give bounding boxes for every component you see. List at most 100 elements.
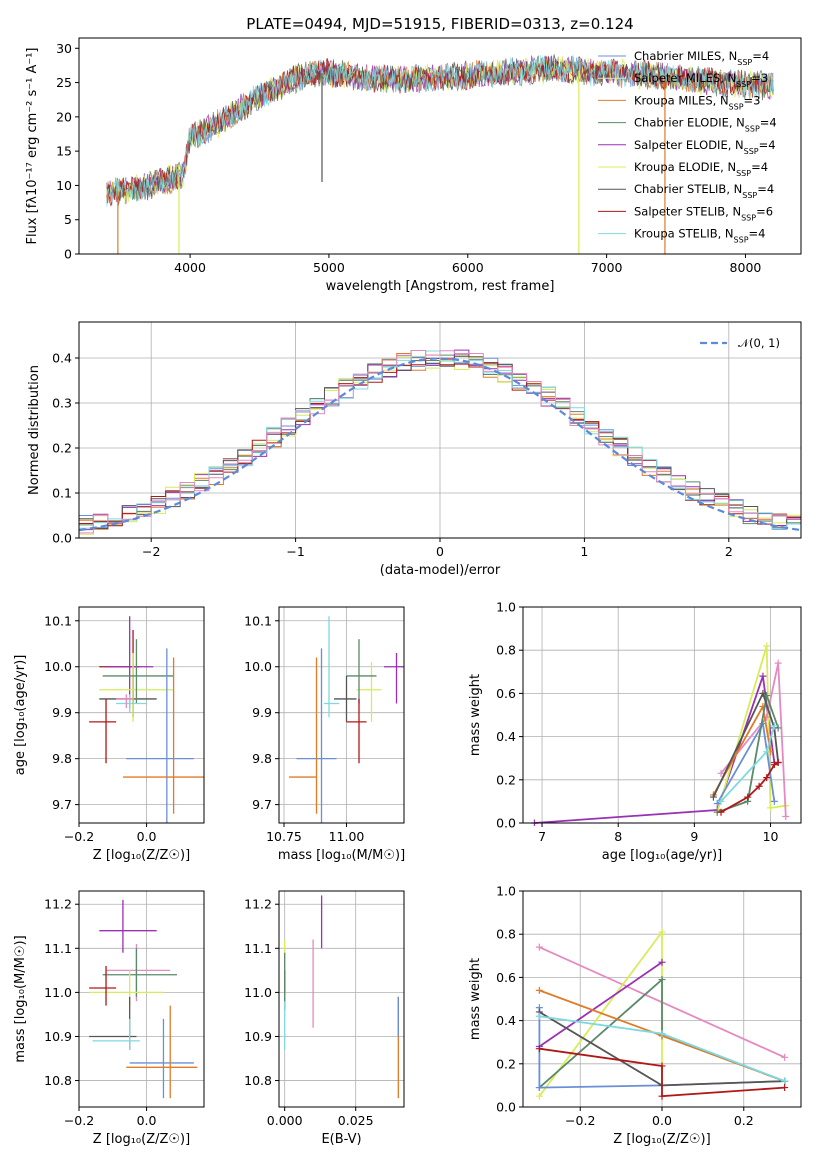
y-tick-label: 11.1 (244, 941, 272, 956)
y-tick-label: 0.8 (496, 927, 516, 942)
x-tick-label: 9 (690, 829, 698, 844)
x-tick-label: 10 (763, 829, 779, 844)
y-tick-label: 10.0 (44, 659, 72, 674)
y-tick-label: 9.9 (252, 705, 272, 720)
weight-marker (717, 769, 725, 777)
y-axis-label: age [log₁₀(age/yr)] (13, 655, 28, 776)
weight-marker (535, 1012, 543, 1020)
weight-marker (658, 1062, 666, 1070)
x-tick-label: 8 (614, 829, 622, 844)
weight-line (712, 690, 780, 798)
weight-marker (763, 642, 771, 650)
y-tick-label: 0.1 (52, 486, 72, 501)
y-tick-label: 30 (56, 41, 72, 56)
weight-line (720, 663, 787, 817)
histogram-step (79, 350, 801, 529)
errorbar-series (284, 895, 399, 1099)
legend-entry: Kroupa MILES, NSSP=3 (634, 93, 760, 111)
weight-marker (535, 986, 543, 994)
age-vs-metallicity-panel: −0.2 0.0 9.7 9.8 9.9 10.0 10.1 Z [log₁₀(Z/Z☉)] a… (13, 606, 205, 863)
weight-marker (781, 1053, 789, 1061)
y-tick-label: 20 (56, 109, 72, 124)
x-tick-label: 0 (436, 544, 444, 559)
legend-entry: Salpeter ELODIE, NSSP=4 (634, 138, 776, 156)
axes-frame (278, 606, 405, 824)
y-tick-label: 0.4 (52, 351, 72, 366)
legend-entry: Salpeter STELIB, NSSP=6 (634, 204, 773, 222)
y-tick-label: 10.0 (244, 659, 272, 674)
weight-marker (782, 813, 790, 821)
mass-vs-metallicity-panel: −0.2 0.0 10.8 10.9 11.0 11.1 11.2 Z [log₁₀(Z/Z☉… (13, 890, 205, 1147)
weight-marker (770, 797, 778, 805)
errorbar-series (89, 616, 204, 823)
spectrum-series (106, 54, 774, 207)
weight-marker (770, 722, 778, 730)
weight-marker (658, 958, 666, 966)
mass-weight-vs-age-panel: 7 8 9 10 0.0 0.2 0.4 0.6 0.8 1.0 age [log₁₀(age/yr… (468, 600, 802, 863)
y-tick-label: 10.9 (244, 1029, 272, 1044)
weight-marker (658, 928, 666, 936)
y-tick-label: 0.2 (52, 441, 72, 456)
x-tick-label: 8000 (730, 260, 762, 275)
errorbar-series (289, 616, 404, 823)
y-tick-label: 10.9 (44, 1029, 72, 1044)
x-tick-label: 0.0 (137, 829, 157, 844)
y-tick-label: 9.7 (52, 797, 72, 812)
weight-marker (717, 797, 725, 805)
x-tick-label: −0.2 (64, 829, 94, 844)
spectrum-lines (106, 54, 774, 254)
weight-marker (744, 793, 752, 801)
y-tick-label: 0 (64, 247, 72, 262)
weight-marker (774, 759, 782, 767)
weight-series (535, 928, 789, 1100)
weight-marker (763, 774, 771, 782)
weight-marker (781, 1084, 789, 1092)
weight-marker (717, 808, 725, 816)
legend-entry: Chabrier ELODIE, NSSP=4 (634, 116, 777, 134)
weight-marker (781, 1077, 789, 1085)
legend-entry: Chabrier STELIB, NSSP=4 (634, 182, 774, 200)
axes-frame (78, 890, 205, 1108)
axes-frame (78, 606, 205, 824)
weight-series (530, 642, 790, 826)
x-tick-label: 0.025 (338, 1113, 374, 1128)
x-axis-label: mass [log₁₀(M/M☉)] (278, 848, 405, 863)
y-tick-label: 0.4 (496, 729, 516, 744)
x-tick-label: 7000 (591, 260, 623, 275)
axes-frame (522, 606, 802, 824)
y-tick-label: 0.0 (52, 531, 72, 546)
y-tick-label: 1.0 (496, 884, 516, 899)
x-tick-label: 0.0 (652, 1113, 672, 1128)
weight-marker (755, 782, 763, 790)
x-tick-label: 2 (725, 544, 733, 559)
legend-entry: Kroupa STELIB, NSSP=4 (634, 227, 765, 245)
weight-marker (763, 748, 771, 756)
x-axis-label: wavelength [Angstrom, rest frame] (326, 279, 555, 294)
y-tick-label: 5 (64, 212, 72, 227)
x-tick-label: 7 (538, 829, 546, 844)
x-tick-label: −1 (286, 544, 304, 559)
x-tick-label: −0.2 (565, 1113, 595, 1128)
x-axis-label: E(B-V) (321, 1132, 361, 1147)
y-tick-label: 11.1 (44, 941, 72, 956)
x-axis-label: age [log₁₀(age/yr)] (602, 848, 723, 863)
x-tick-label: 1 (580, 544, 588, 559)
y-tick-label: 11.0 (44, 985, 72, 1000)
axes-frame (278, 890, 405, 1108)
x-tick-label: 5000 (313, 260, 345, 275)
y-tick-label: 25 (56, 75, 72, 90)
y-axis-label: Flux [fλ10⁻¹⁷ erg cm⁻² s⁻¹ A⁻¹] (25, 48, 40, 245)
legend-entry: Kroupa ELODIE, NSSP=4 (634, 160, 768, 178)
age-vs-mass-panel: 10.75 11.00 9.7 9.8 9.9 10.0 10.1 mass [log₁₀(M… (244, 606, 405, 863)
y-axis-label: Normed distribution (27, 365, 42, 495)
errorbar-series (89, 899, 198, 1099)
y-axis-label: mass [log₁₀(M/M☉)] (13, 935, 28, 1062)
y-tick-label: 10.8 (244, 1073, 272, 1088)
weight-marker (658, 976, 666, 984)
weight-marker (658, 1030, 666, 1038)
weight-marker (535, 943, 543, 951)
weight-marker (535, 1084, 543, 1092)
x-tick-label: 6000 (452, 260, 484, 275)
y-tick-label: 0.2 (496, 1056, 516, 1071)
